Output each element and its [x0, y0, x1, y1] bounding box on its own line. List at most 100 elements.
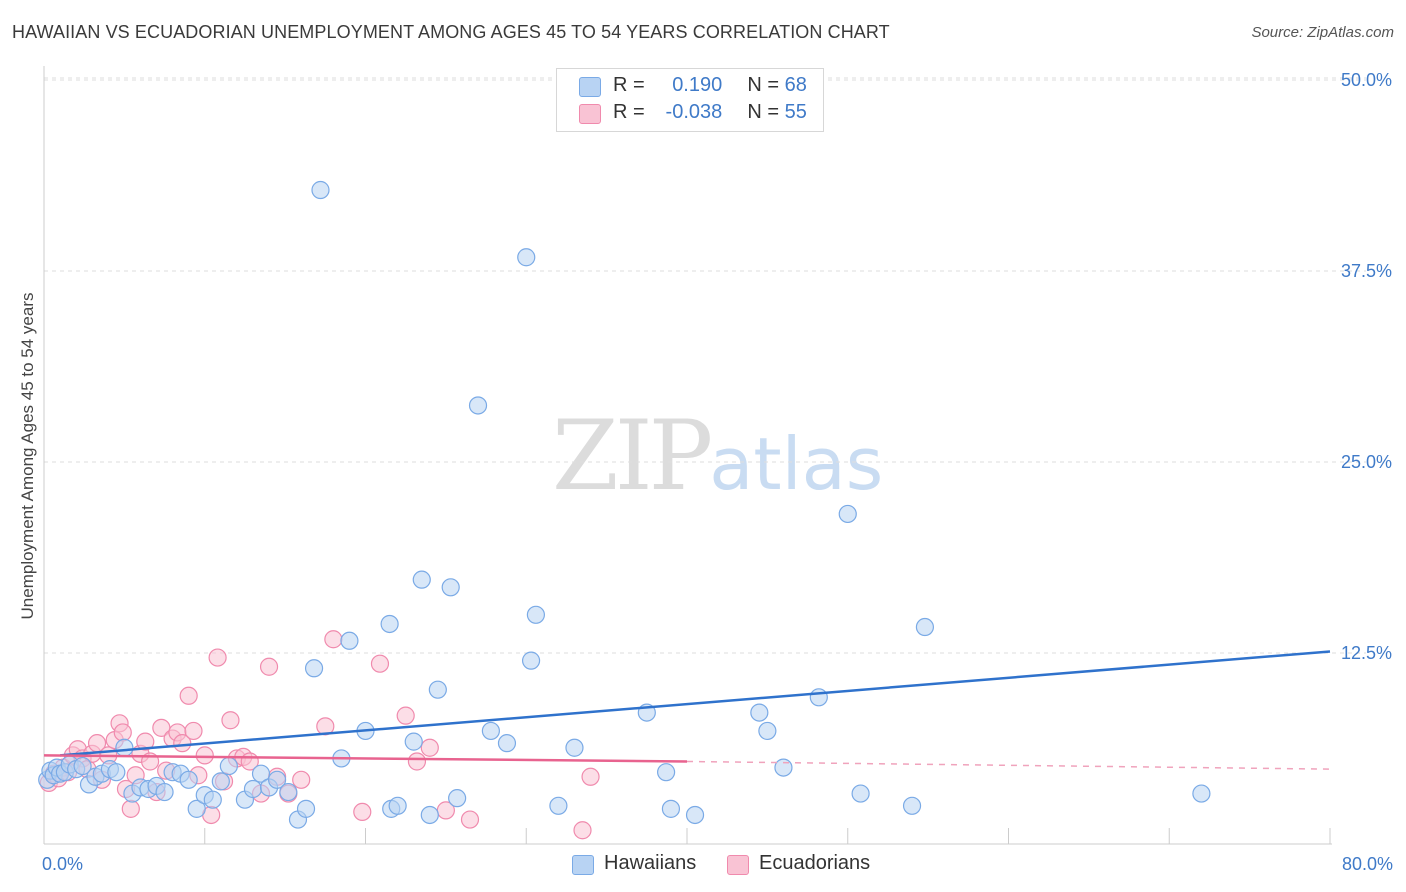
legend-label-ecuadorians: Ecuadorians	[759, 852, 871, 874]
legend-label-hawaiians: Hawaiians	[604, 852, 697, 874]
y-tick-label: 25.0%	[1341, 452, 1392, 472]
hawaiians-point	[661, 799, 681, 818]
tick-layer: 12.5% 25.0% 37.5% 50.0% 0.0% 80.0%	[42, 70, 1393, 874]
watermark-atlas: atlas	[709, 422, 884, 506]
ecuadorians-trend-line	[43, 754, 688, 763]
y-tick-label: 12.5%	[1341, 643, 1392, 663]
hawaiians-point	[115, 738, 134, 757]
hawaiians-point	[380, 614, 399, 634]
hawaiians-point	[311, 180, 330, 200]
correlation-legend: R = 0.190 N = 68 R = -0.038 N = 55	[556, 68, 824, 132]
ecuadorians-point	[370, 654, 390, 673]
hawaiians-point	[155, 782, 174, 802]
legend-r-label: R =	[613, 101, 645, 123]
hawaiians-point	[1192, 784, 1211, 803]
hawaiians-point	[809, 688, 828, 707]
series-hawaiians	[38, 180, 1211, 829]
hawaiians-point	[388, 796, 407, 815]
hawaiians-point	[685, 805, 705, 825]
hawaiians-point	[203, 790, 222, 809]
axis-layer	[43, 66, 1332, 845]
legend-swatch-ecuadorians	[727, 855, 749, 875]
hawaiians-point	[497, 734, 517, 753]
hawaiians-point	[902, 796, 922, 815]
legend-swatch-hawaiians	[579, 77, 601, 97]
trend-layer	[43, 650, 1331, 770]
hawaiians-point	[915, 617, 935, 637]
legend-r-value: 0.190	[672, 74, 723, 96]
hawaiians-point	[521, 651, 541, 670]
ecuadorians-point	[208, 648, 227, 667]
hawaiians-point	[279, 782, 298, 802]
legend-r-label: R =	[613, 74, 645, 96]
hawaiians-point	[107, 763, 126, 782]
ecuadorians-point	[581, 767, 600, 786]
legend-r-value: -0.038	[665, 101, 723, 123]
ecuadorians-point	[460, 810, 480, 829]
hawaiians-point	[468, 396, 488, 415]
grid-layer	[44, 77, 1366, 654]
ecuadorians-point	[173, 734, 192, 753]
hawaiians-point	[73, 756, 92, 776]
hawaiians-point	[304, 659, 324, 678]
hawaiians-point	[296, 799, 316, 818]
ecuadorians-point	[113, 723, 132, 742]
hawaiians-point	[657, 763, 676, 782]
x-tick-label: 0.0%	[42, 854, 83, 874]
hawaiians-point	[251, 764, 271, 783]
series-legend: Hawaiians Ecuadorians	[0, 850, 1406, 880]
ecuadorians-point	[195, 746, 214, 765]
legend-n-value: 68	[784, 74, 807, 96]
hawaiians-point	[774, 758, 793, 777]
hawaiians-point	[750, 703, 769, 722]
ecuadorians-point	[420, 738, 439, 757]
hawaiians-point	[758, 721, 777, 741]
hawaiians-point	[441, 578, 460, 597]
hawaiians-point	[340, 631, 359, 650]
ecuadorians-point	[179, 686, 198, 705]
hawaiians-point	[428, 680, 447, 699]
x-tick-label: 80.0%	[1342, 854, 1393, 874]
hawaiians-point	[179, 770, 198, 789]
hawaiians-point	[448, 789, 467, 808]
legend-swatch-hawaiians	[572, 855, 594, 875]
ecuadorians-point	[136, 732, 155, 751]
hawaiians-point	[526, 605, 545, 624]
point-layer	[38, 180, 1211, 840]
hawaiians-point	[412, 570, 431, 589]
ecuadorians-point	[324, 630, 343, 649]
ecuadorians-point	[259, 657, 279, 676]
hawaiians-point	[187, 799, 206, 818]
hawaiians-point	[267, 770, 287, 789]
legend-n-label: N =	[747, 101, 780, 123]
hawaiians-point	[219, 756, 238, 776]
legend-n-value: 55	[784, 101, 807, 123]
ecuadorians-point	[221, 711, 240, 730]
chart-title: HAWAIIAN VS ECUADORIAN UNEMPLOYMENT AMON…	[12, 22, 890, 42]
watermark: ZIPatlas	[552, 400, 883, 512]
watermark-zip: ZIP	[552, 400, 713, 512]
hawaiians-trend-line	[59, 650, 1331, 757]
ecuadorians-point	[184, 721, 203, 741]
legend-swatch-ecuadorians	[579, 104, 601, 124]
chart-source: Source: ZipAtlas.com	[1251, 24, 1394, 41]
y-tick-label: 50.0%	[1341, 70, 1392, 90]
hawaiians-point	[549, 796, 568, 815]
ecuadorians-point	[353, 802, 372, 822]
hawaiians-point	[420, 805, 439, 825]
legend-n-label: N =	[747, 74, 780, 96]
ecuadorians-point	[573, 821, 592, 840]
hawaiians-point	[851, 784, 870, 803]
hawaiians-point	[404, 732, 423, 751]
ecuadorians-point	[396, 706, 415, 725]
ecuadorians-point	[292, 770, 311, 789]
y-tick-label: 37.5%	[1341, 261, 1392, 281]
hawaiians-point	[243, 779, 263, 799]
hawaiians-point	[517, 248, 536, 267]
hawaiians-point	[565, 738, 584, 757]
hawaiians-point	[481, 721, 500, 741]
hawaiians-point	[838, 504, 857, 524]
hawaiians-point	[211, 772, 230, 791]
ecuadorians-point	[121, 799, 140, 818]
